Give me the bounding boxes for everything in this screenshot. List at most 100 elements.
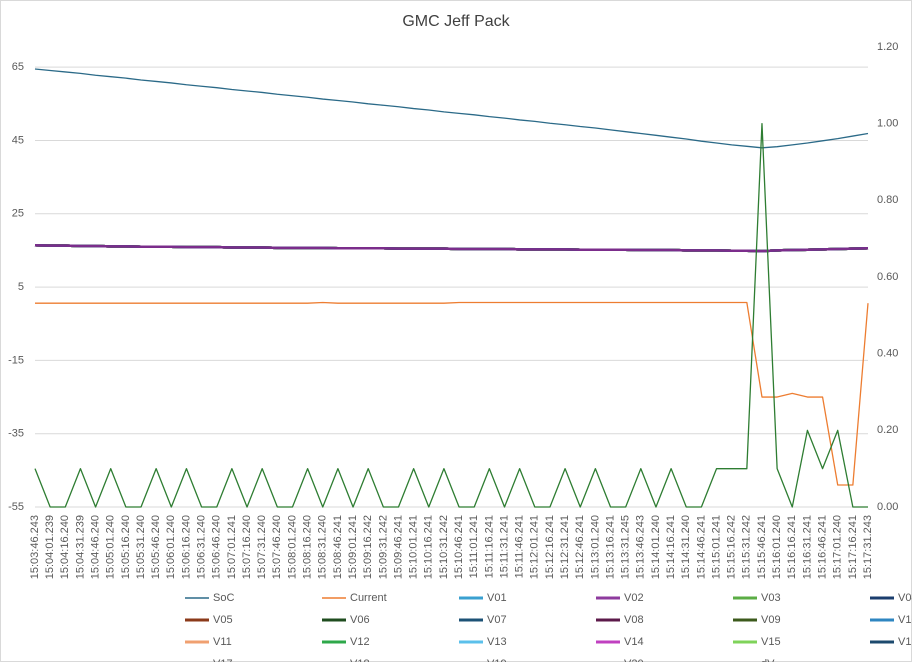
x-tick-label: 15:13:16.241 xyxy=(604,515,616,579)
x-tick-label: 15:06:31.240 xyxy=(196,515,208,579)
legend-label: dV xyxy=(761,658,775,662)
legend-label: V07 xyxy=(487,614,507,626)
x-tick-label: 15:17:31.243 xyxy=(862,515,874,579)
y-tick-label: 25 xyxy=(12,208,24,220)
chart-title: GMC Jeff Pack xyxy=(402,13,510,30)
x-tick-label: 15:14:16.241 xyxy=(665,515,677,579)
legend-label: V15 xyxy=(761,636,781,648)
x-tick-label: 15:09:46.241 xyxy=(392,515,404,579)
x-tick-label: 15:11:01.241 xyxy=(468,515,480,578)
x-tick-label: 15:13:01.240 xyxy=(589,515,601,579)
x-tick-label: 15:10:46.241 xyxy=(453,515,465,579)
legend-label: V06 xyxy=(350,614,370,626)
y-tick-label: 65 xyxy=(12,61,24,73)
legend-label: V11 xyxy=(213,636,232,648)
y2-tick-label: 0.20 xyxy=(877,424,898,436)
x-tick-label: 15:10:31.242 xyxy=(438,515,450,579)
x-tick-label: 15:08:46.241 xyxy=(332,515,344,579)
x-tick-label: 15:09:01.241 xyxy=(347,515,359,579)
x-tick-label: 15:08:16.240 xyxy=(302,515,314,579)
x-tick-label: 15:04:16.240 xyxy=(59,515,71,579)
x-tick-label: 15:11:16.241 xyxy=(483,515,495,578)
y-tick-label: -55 xyxy=(8,501,24,513)
series-line xyxy=(34,123,868,508)
x-tick-label: 15:04:46.240 xyxy=(89,515,101,579)
x-tick-label: 15:05:16.240 xyxy=(120,515,132,579)
x-tick-label: 15:06:46.240 xyxy=(211,515,223,579)
legend-label: V18 xyxy=(350,658,370,662)
legend-label: V16 xyxy=(898,636,912,648)
x-tick-label: 15:17:01.240 xyxy=(832,515,844,579)
x-tick-label: 15:09:31.242 xyxy=(377,515,389,579)
x-tick-label: 15:14:46.241 xyxy=(695,515,707,579)
legend-label: V14 xyxy=(624,636,644,648)
legend-label: V09 xyxy=(761,614,781,626)
legend-label: V20 xyxy=(624,658,644,662)
legend-label: V13 xyxy=(487,636,507,648)
x-tick-label: 15:10:16.241 xyxy=(423,515,435,579)
y-tick-label: 45 xyxy=(12,134,24,146)
y2-tick-label: 0.60 xyxy=(877,271,898,283)
x-tick-label: 15:08:01.240 xyxy=(286,515,298,579)
legend-label: V10 xyxy=(898,614,912,626)
x-tick-label: 15:07:46.240 xyxy=(271,515,283,579)
x-tick-label: 15:09:16.242 xyxy=(362,515,374,579)
x-tick-label: 15:05:01.240 xyxy=(105,515,117,579)
y2-tick-label: 1.20 xyxy=(877,41,898,53)
x-tick-label: 15:16:01.240 xyxy=(771,515,783,579)
x-tick-label: 15:06:16.240 xyxy=(180,515,192,579)
x-tick-label: 15:11:31.241 xyxy=(498,515,510,578)
x-tick-label: 15:15:31.242 xyxy=(741,515,753,579)
y-tick-label: -35 xyxy=(8,428,24,440)
x-tick-label: 15:04:31.239 xyxy=(74,515,86,579)
x-tick-label: 15:03:46.243 xyxy=(29,515,41,579)
x-tick-label: 15:06:01.240 xyxy=(165,515,177,579)
legend-label: V08 xyxy=(624,614,644,626)
x-tick-label: 15:15:46.241 xyxy=(756,515,768,579)
legend-label: Current xyxy=(350,592,387,604)
legend-label: V01 xyxy=(487,592,507,604)
x-tick-label: 15:10:01.241 xyxy=(408,515,420,579)
x-tick-label: 15:05:31.240 xyxy=(135,515,147,579)
x-tick-label: 15:12:46.241 xyxy=(574,515,586,579)
x-tick-label: 15:14:31.240 xyxy=(680,515,692,579)
x-tick-label: 15:16:16.241 xyxy=(786,515,798,579)
series-line xyxy=(34,68,869,149)
x-tick-label: 15:17:16.241 xyxy=(847,515,859,579)
x-tick-label: 15:13:31.245 xyxy=(620,515,632,579)
legend-label: V17 xyxy=(213,658,233,662)
legend-label: V04 xyxy=(898,592,912,604)
legend-label: V19 xyxy=(487,658,507,662)
x-tick-label: 15:07:31.240 xyxy=(256,515,268,579)
x-tick-label: 15:08:31.240 xyxy=(317,515,329,579)
legend-label: V12 xyxy=(350,636,370,648)
x-tick-label: 15:12:01.241 xyxy=(529,515,541,579)
x-tick-label: 15:12:31.241 xyxy=(559,515,571,579)
x-tick-label: 15:12:16.241 xyxy=(544,515,556,579)
x-tick-label: 15:11:46.241 xyxy=(514,515,526,578)
x-tick-label: 15:07:01.241 xyxy=(226,515,238,579)
series-line xyxy=(34,244,869,253)
legend-label: SoC xyxy=(213,592,234,604)
y2-tick-label: 0.40 xyxy=(877,348,898,360)
x-tick-label: 15:15:01.241 xyxy=(710,515,722,579)
legend-label: V03 xyxy=(761,592,781,604)
y2-tick-label: 0.00 xyxy=(877,501,898,513)
x-tick-label: 15:13:46.243 xyxy=(635,515,647,579)
x-tick-label: 15:14:01.240 xyxy=(650,515,662,579)
legend-label: V02 xyxy=(624,592,644,604)
y-tick-label: 5 xyxy=(18,281,24,293)
x-tick-label: 15:15:16.242 xyxy=(726,515,738,579)
x-tick-label: 15:16:31.241 xyxy=(801,515,813,579)
x-tick-label: 15:04:01.239 xyxy=(44,515,56,579)
y-tick-label: -15 xyxy=(8,354,24,366)
y2-tick-label: 1.00 xyxy=(877,118,898,130)
x-tick-label: 15:07:16.240 xyxy=(241,515,253,579)
series-line xyxy=(35,301,869,486)
legend-label: V05 xyxy=(213,614,233,626)
y2-tick-label: 0.80 xyxy=(877,194,898,206)
x-tick-label: 15:16:46.241 xyxy=(816,515,828,579)
x-tick-label: 15:05:46.240 xyxy=(150,515,162,579)
